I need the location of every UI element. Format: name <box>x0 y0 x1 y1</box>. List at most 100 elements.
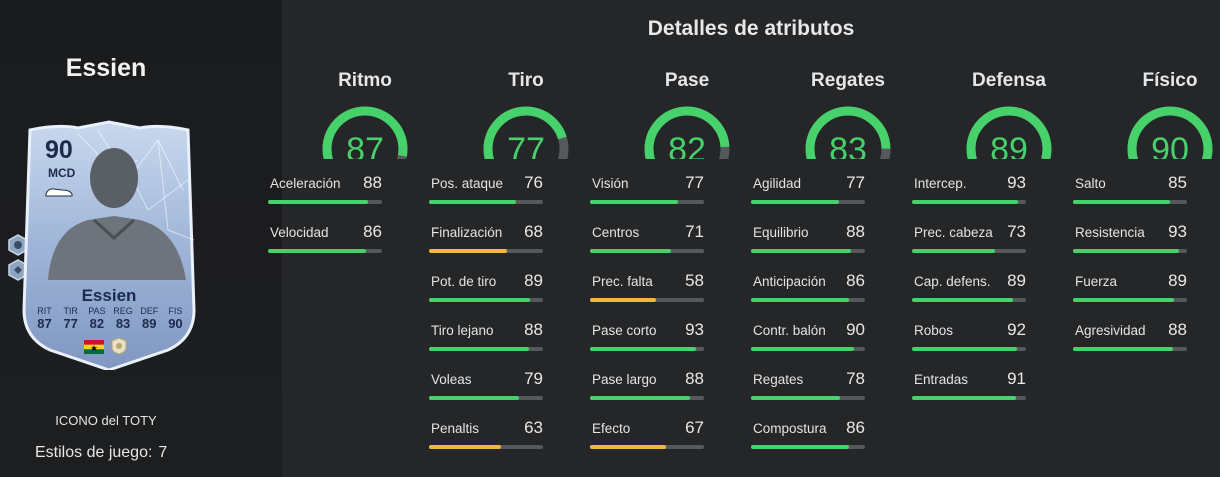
attribute-bar-track <box>429 200 543 204</box>
playstyles-count[interactable]: Estilos de juego: 7 <box>35 444 167 462</box>
attribute-name: Centros <box>592 225 640 240</box>
attribute-bar-fill <box>912 396 1016 400</box>
attribute-bar-track <box>590 200 704 204</box>
player-card[interactable]: 90 MCD Essien RIT 87 TIR 77 PAS 82 REG 83 DE… <box>18 120 200 370</box>
attribute-bar-fill <box>590 200 678 204</box>
attribute-bar-track <box>1073 347 1187 351</box>
attribute-value: 67 <box>685 418 704 437</box>
attribute-bar-track <box>912 249 1026 253</box>
attribute-value: 88 <box>685 369 704 388</box>
attribute-name: Contr. balón <box>753 323 826 338</box>
attribute-bar-fill <box>590 298 657 302</box>
category-value: 89 <box>990 131 1028 159</box>
attribute-name: Pase corto <box>592 323 657 338</box>
attribute-bar-track <box>590 396 704 400</box>
card-stat: RIT 87 <box>32 306 57 331</box>
attribute-row: Agilidad 77 <box>751 173 865 206</box>
attribute-name: Prec. falta <box>592 274 653 289</box>
attribute-name: Anticipación <box>753 274 826 289</box>
attribute-bar-fill <box>751 200 839 204</box>
attribute-bar-fill <box>912 249 996 253</box>
gauge-fill <box>966 106 1052 159</box>
attribute-name: Pos. ataque <box>431 176 504 191</box>
attribute-name: Fuerza <box>1075 274 1118 289</box>
attribute-row: Voleas 79 <box>429 369 543 402</box>
attribute-bar-track <box>429 396 543 400</box>
card-stat: REG 83 <box>111 306 136 331</box>
attribute-value: 86 <box>846 418 865 437</box>
attribute-row: Equilibrio 88 <box>751 222 865 255</box>
category-gauge: 77 <box>483 106 569 159</box>
attribute-value: 93 <box>1168 222 1187 241</box>
category-name: Pase <box>664 70 710 91</box>
attribute-value: 88 <box>524 320 543 339</box>
attribute-row: Contr. balón 90 <box>751 320 865 353</box>
attribute-value: 77 <box>685 173 704 192</box>
attribute-bar-track <box>751 249 865 253</box>
attribute-row: Tiro lejano 88 <box>429 320 543 353</box>
gauge-fill <box>1127 106 1213 159</box>
attribute-value: 91 <box>1007 369 1026 388</box>
card-stat: PAS 82 <box>84 306 109 331</box>
attribute-bar-track <box>751 200 865 204</box>
attribute-bar-fill <box>429 445 501 449</box>
attribute-bar-track <box>590 445 704 449</box>
attribute-bar-track <box>751 298 865 302</box>
attribute-bar-track <box>268 249 382 253</box>
attribute-bar-track <box>1073 249 1187 253</box>
attribute-name: Prec. cabeza <box>914 225 993 240</box>
player-name: Essien <box>65 54 147 82</box>
attribute-value: 76 <box>524 173 543 192</box>
attribute-bar-fill <box>1073 298 1175 302</box>
attribute-name: Salto <box>1075 176 1106 191</box>
attribute-bar-fill <box>1073 249 1180 253</box>
gauge-fill <box>644 106 730 159</box>
gauge-fill <box>805 106 891 159</box>
card-stat-value: 77 <box>63 316 78 331</box>
attribute-bar-fill <box>912 298 1014 302</box>
attribute-name: Equilibrio <box>753 225 809 240</box>
attribute-value: 73 <box>1007 222 1026 241</box>
category-value: 82 <box>668 131 706 159</box>
gauge-fill <box>322 106 408 159</box>
attribute-name: Robos <box>914 323 954 338</box>
category-value: 90 <box>1151 131 1189 159</box>
attribute-row: Compostura 86 <box>751 418 865 451</box>
category-gauge: 83 <box>805 106 891 159</box>
attribute-bar-track <box>751 445 865 449</box>
attribute-bar-fill <box>751 396 840 400</box>
attribute-name: Visión <box>592 176 629 191</box>
attribute-bar-track <box>429 249 543 253</box>
attribute-bar-fill <box>268 200 369 204</box>
section-title: Detalles de atributos <box>647 17 855 40</box>
attribute-row: Prec. falta 58 <box>590 271 704 304</box>
attribute-bar-fill <box>590 445 667 449</box>
attribute-value: 71 <box>685 222 704 241</box>
attribute-bar-fill <box>1073 200 1170 204</box>
attribute-bar-track <box>429 445 543 449</box>
attribute-row: Visión 77 <box>590 173 704 206</box>
card-background <box>22 120 196 370</box>
attribute-bar-track <box>912 347 1026 351</box>
category-value: 87 <box>346 131 384 159</box>
category-name: Ritmo <box>338 70 392 91</box>
attribute-row: Anticipación 86 <box>751 271 865 304</box>
category-name: Defensa <box>972 70 1046 91</box>
attribute-bar-fill <box>751 249 852 253</box>
card-stat-label: FIS <box>168 306 183 316</box>
category-gauge: 90 <box>1127 106 1213 159</box>
attribute-bar-track <box>751 347 865 351</box>
attribute-value: 88 <box>363 173 382 192</box>
attribute-row: Finalización 68 <box>429 222 543 255</box>
attribute-value: 78 <box>846 369 865 388</box>
attribute-row: Robos 92 <box>912 320 1026 353</box>
attribute-name: Regates <box>753 372 804 387</box>
card-stat-label: TIR <box>63 306 78 316</box>
card-position: MCD <box>48 166 76 180</box>
player-panel: Essien <box>0 0 282 477</box>
attribute-name: Tiro lejano <box>431 323 494 338</box>
attribute-row: Aceleración 88 <box>268 173 382 206</box>
category-gauge: 82 <box>644 106 730 159</box>
attribute-bar-fill <box>751 347 854 351</box>
attribute-name: Compostura <box>753 421 827 436</box>
